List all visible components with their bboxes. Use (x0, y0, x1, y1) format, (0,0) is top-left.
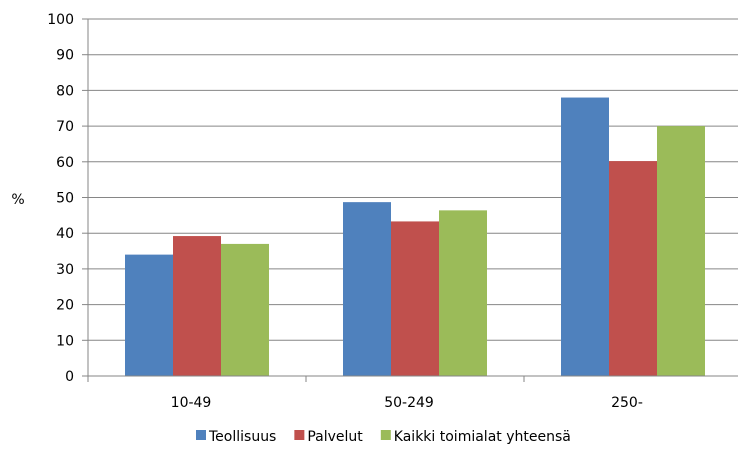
bar-kaikki-toimialat-yhteensä-250- (657, 126, 705, 376)
y-tick-label: 10 (56, 333, 74, 349)
bar-teollisuus-50-249 (343, 202, 391, 376)
x-tick-label: 250- (611, 395, 643, 411)
x-tick-label: 50-249 (384, 395, 434, 411)
bar-teollisuus-10-49 (125, 255, 173, 376)
bar-palvelut-50-249 (391, 221, 439, 376)
y-tick-label: 0 (65, 369, 74, 385)
bar-kaikki-toimialat-yhteensä-10-49 (221, 244, 269, 376)
legend-swatch (294, 430, 304, 440)
legend: Teollisuus Palvelut Kaikki toimialat yhtee… (196, 429, 571, 445)
y-tick-label: 100 (47, 12, 74, 28)
y-tick-label: 40 (56, 226, 74, 242)
legend-swatch (381, 430, 391, 440)
y-tick-label: 70 (56, 119, 74, 135)
y-tick-label: 30 (56, 262, 74, 278)
x-tick-labels: 10-49 50-249 250- (171, 395, 643, 411)
legend-label: Teollisuus (208, 429, 276, 445)
bar-palvelut-10-49 (173, 236, 221, 376)
y-tick-labels: 0 10 20 30 40 50 60 70 80 90 100 (47, 12, 74, 385)
bars (125, 98, 705, 376)
legend-swatch (196, 430, 206, 440)
bar-kaikki-toimialat-yhteensä-50-249 (439, 210, 487, 376)
legend-label: Kaikki toimialat yhteensä (394, 429, 571, 445)
x-tick-label: 10-49 (171, 395, 212, 411)
y-tick-label: 80 (56, 83, 74, 99)
y-axis-title: % (11, 192, 24, 208)
y-tick-label: 50 (56, 191, 74, 207)
bar-palvelut-250- (609, 161, 657, 376)
y-tick-label: 20 (56, 298, 74, 314)
y-tick-label: 60 (56, 155, 74, 171)
legend-label: Palvelut (307, 429, 363, 445)
bar-teollisuus-250- (561, 98, 609, 376)
y-tick-label: 90 (56, 48, 74, 64)
